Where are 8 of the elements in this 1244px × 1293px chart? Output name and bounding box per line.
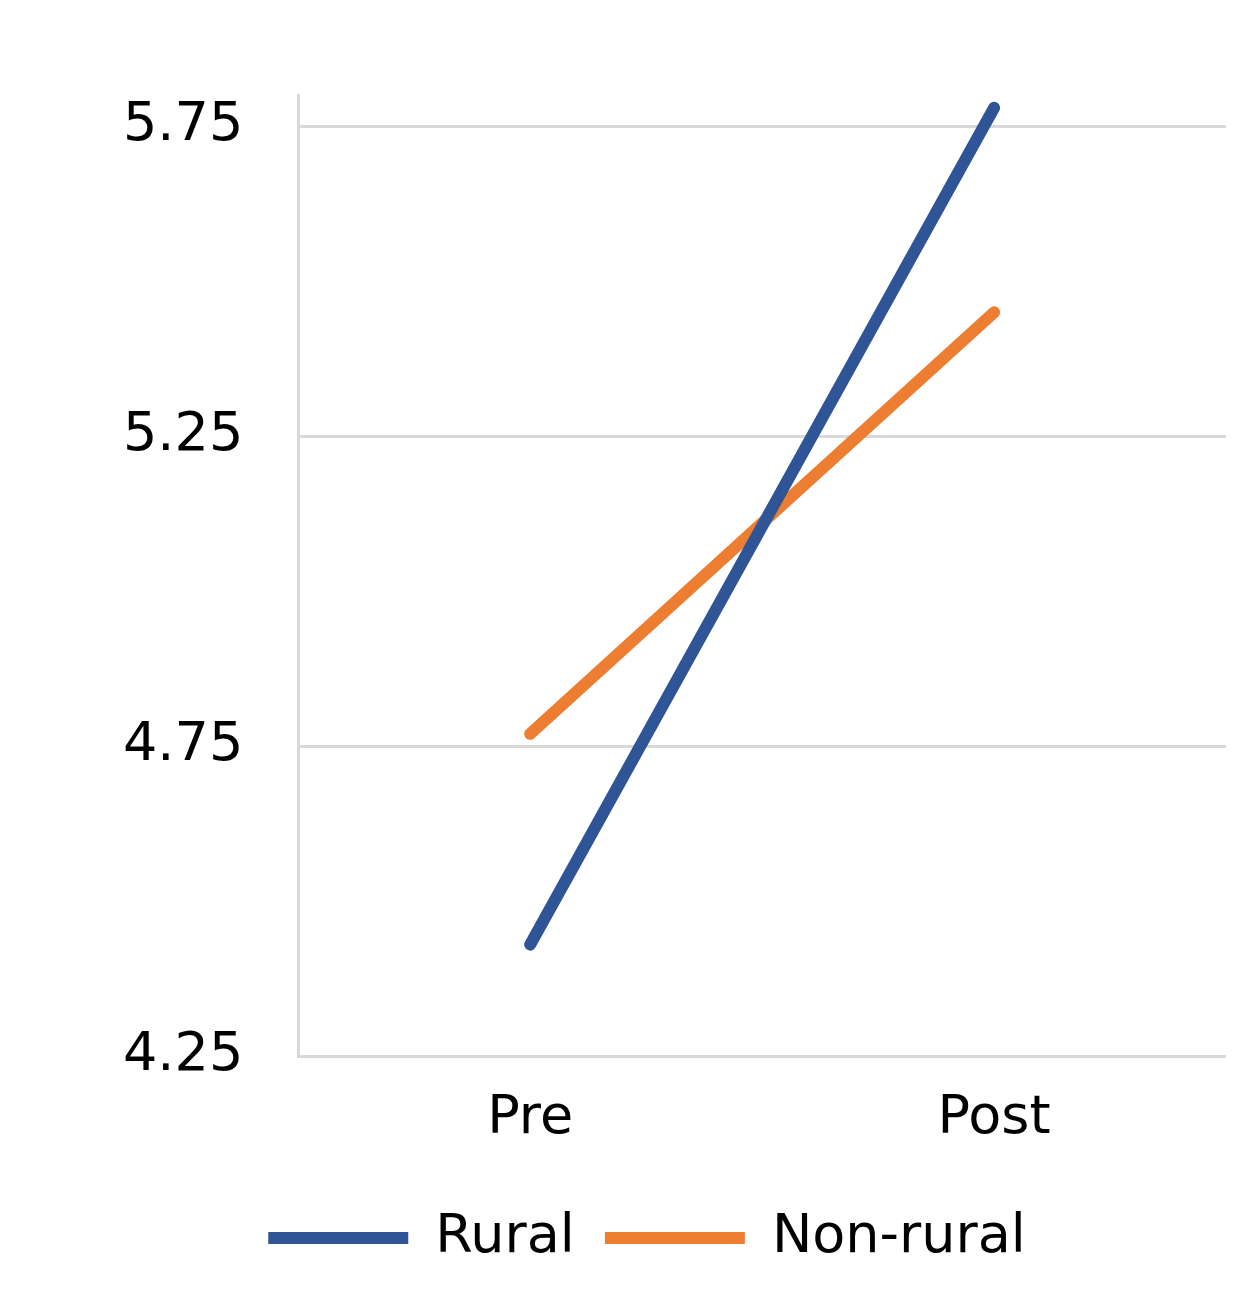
- y-tick-label: 4.75: [123, 710, 244, 774]
- y-tick-label: 4.25: [123, 1020, 244, 1084]
- x-tick-label: Post: [937, 1082, 1051, 1146]
- x-tick-label: Pre: [487, 1082, 574, 1146]
- y-tick-label: 5.75: [123, 90, 244, 154]
- y-tick-label: 5.25: [123, 400, 244, 464]
- legend-label: Rural: [435, 1202, 575, 1266]
- legend-label: Non-rural: [771, 1202, 1026, 1266]
